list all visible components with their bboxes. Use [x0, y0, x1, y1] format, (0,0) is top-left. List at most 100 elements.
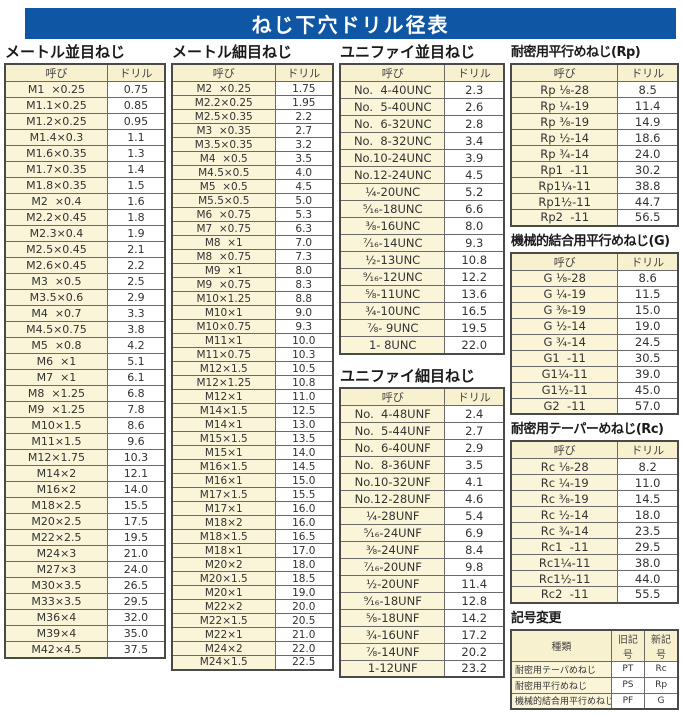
drill-value-cell: 11.4 — [444, 574, 505, 593]
table-row: No.10-24UNC 3.9 — [339, 149, 505, 167]
thread-name-cell: M8 ×1.25 — [4, 385, 108, 402]
table-row: ⅞-14UNF 20.2 — [339, 642, 505, 661]
drill-value-cell: 3.8 — [106, 321, 166, 338]
table-row: M12×1.5 10.5 — [171, 361, 334, 376]
thread-name-cell: G1 -11 — [510, 349, 619, 367]
thread-name-cell: M7 ×1 — [4, 369, 108, 386]
thread-name-cell: M8 ×1 — [171, 235, 276, 250]
table-row: M3.5×0.6 2.9 — [4, 289, 166, 306]
header-row: 呼び ドリル — [510, 440, 679, 459]
table-row: G ¼-19 11.5 — [510, 285, 679, 303]
thread-name-cell: M10×1.5 — [4, 417, 108, 434]
table-row: M5.5×0.5 5.0 — [171, 193, 334, 208]
table-row: M2.5×0.35 2.2 — [171, 109, 334, 124]
drill-value-cell: 1.1 — [106, 129, 166, 146]
table-row: No.10-32UNF 4.1 — [339, 472, 505, 491]
thread-name-cell: M11×0.75 — [171, 347, 276, 362]
drill-value-cell: 4.0 — [274, 165, 334, 180]
thread-name-cell: M42×4.5 — [4, 641, 108, 658]
drill-value-cell: 2.9 — [106, 289, 166, 306]
drill-value-cell: 6.9 — [444, 523, 505, 542]
table-row: M9 ×1 8.0 — [171, 263, 334, 278]
table-row: M16×1 15.0 — [171, 473, 334, 488]
table-row: ⁵⁄₁₆-18UNC 6.6 — [339, 200, 505, 218]
table-row: G ⅛-28 8.6 — [510, 269, 679, 287]
drill-value-cell: 57.0 — [617, 397, 679, 415]
table-row: 1- 8UNC 22.0 — [339, 336, 505, 354]
thread-name-cell: G ¼-19 — [510, 285, 619, 303]
drill-value-cell: 2.5 — [106, 273, 166, 290]
table-row: M10×1.5 8.6 — [4, 417, 166, 434]
table-row: 耐密用テーパめねじ PT Rc — [510, 660, 679, 678]
header-row: 呼び ドリル — [339, 63, 505, 82]
g-parallel-table: 呼び ドリル G ⅛-28 8.6 G ¼-19 11.5 G ⅜-19 15.0 G ½-14… — [510, 251, 679, 415]
drill-value-cell: 8.2 — [617, 458, 679, 475]
section-rc-taper: 耐密用テーパーめねじ(Rc) 呼び ドリル Rc ⅛-28 8.2 Rc ¼-19 11.… — [510, 421, 679, 604]
thread-name-cell: M9 ×1.25 — [4, 401, 108, 418]
table-row: M12×1.25 10.8 — [171, 375, 334, 390]
section-title: メートル細目ねじ — [172, 43, 293, 61]
table-row: Rc1½-11 44.0 — [510, 570, 679, 587]
thread-name-cell: Rp ⅜-19 — [510, 113, 619, 130]
column-header: 呼び — [510, 252, 619, 271]
drill-value-cell: 35.0 — [106, 625, 166, 642]
drill-value-cell: 44.7 — [617, 193, 679, 210]
drill-value-cell: Rc — [644, 660, 679, 678]
drill-value-cell: Rp — [644, 676, 679, 694]
thread-name-cell: M10×1.25 — [171, 291, 276, 306]
thread-name-cell: 1- 8UNC — [339, 336, 446, 354]
table-row: M33×3.5 29.5 — [4, 593, 166, 610]
drill-value-cell: 9.8 — [444, 557, 505, 576]
drill-value-cell: 10.3 — [106, 449, 166, 466]
table-row: M20×2 18.0 — [171, 557, 334, 572]
drill-value-cell: 12.5 — [274, 403, 334, 418]
thread-name-cell: M27×3 — [4, 561, 108, 578]
section-symbol-change: 記号変更 種類 旧記号 新記号 耐密用テーパめねじ PT Rc 耐密用平行めねじ PS Rp 機械… — [510, 610, 679, 710]
thread-name-cell: M18×1.5 — [171, 529, 276, 544]
drill-value-cell: 2.1 — [106, 241, 166, 258]
drill-value-cell: 3.5 — [274, 151, 334, 166]
drill-value-cell: 5.2 — [444, 183, 505, 201]
table-row: G1 -11 30.5 — [510, 349, 679, 367]
drill-value-cell: 1.9 — [106, 225, 166, 242]
drill-value-cell: 2.4 — [444, 404, 505, 423]
thread-name-cell: Rc ⅜-19 — [510, 490, 619, 507]
thread-name-cell: M1 ×0.25 — [4, 81, 108, 98]
drill-value-cell: 17.5 — [106, 513, 166, 530]
drill-value-cell: 38.0 — [617, 554, 679, 571]
drill-value-cell: 4.1 — [444, 472, 505, 491]
symbol-change-table: 種類 旧記号 新記号 耐密用テーパめねじ PT Rc 耐密用平行めねじ PS Rp 機械的結合用平… — [510, 628, 679, 710]
table-row: G2 -11 57.0 — [510, 397, 679, 415]
section-unified-coarse: ユニファイ並目ねじ 呼び ドリル No. 4-40UNC 2.3 No. 5-40UNC… — [339, 44, 505, 355]
drill-value-cell: 15.5 — [106, 497, 166, 514]
column-header: 種類 — [510, 629, 612, 662]
table-row: G1½-11 45.0 — [510, 381, 679, 399]
thread-name-cell: 機械的結合用平行めねじ — [510, 692, 612, 710]
table-row: M15×1.5 13.5 — [171, 431, 334, 446]
drill-value-cell: 39.0 — [617, 365, 679, 383]
column-header: 新記号 — [644, 629, 679, 662]
thread-name-cell: M4.5×0.5 — [171, 165, 276, 180]
drill-value-cell: 10.8 — [274, 375, 334, 390]
table-row: Rp ¼-19 11.4 — [510, 97, 679, 114]
column-header: 呼び — [510, 440, 619, 459]
table-row: No. 5-40UNC 2.6 — [339, 98, 505, 116]
table-row: M9 ×0.75 8.3 — [171, 277, 334, 292]
drill-value-cell: 20.0 — [274, 599, 334, 614]
table-row: No.12-24UNC 4.5 — [339, 166, 505, 184]
drill-value-cell: 21.0 — [274, 627, 334, 642]
table-row: M18×1 17.0 — [171, 543, 334, 558]
thread-name-cell: Rc ¼-19 — [510, 474, 619, 491]
thread-name-cell: M20×1.5 — [171, 571, 276, 586]
table-row: Rp ¾-14 24.0 — [510, 145, 679, 162]
drill-value-cell: 2.2 — [274, 109, 334, 124]
section-g-parallel: 機械的結合用平行めねじ(G) 呼び ドリル G ⅛-28 8.6 G ¼-19 11.5 G… — [510, 233, 679, 415]
section-title: 機械的結合用平行めねじ(G) — [511, 233, 670, 249]
drill-value-cell: 14.0 — [106, 481, 166, 498]
table-row: M10×1.25 8.8 — [171, 291, 334, 306]
unified-coarse-table: 呼び ドリル No. 4-40UNC 2.3 No. 5-40UNC 2.6 No. 6-3… — [339, 63, 505, 355]
thread-name-cell: M3 ×0.35 — [171, 123, 276, 138]
thread-name-cell: Rc1½-11 — [510, 570, 619, 587]
drill-value-cell: 16.0 — [274, 501, 334, 516]
table-row: G ¾-14 24.5 — [510, 333, 679, 351]
